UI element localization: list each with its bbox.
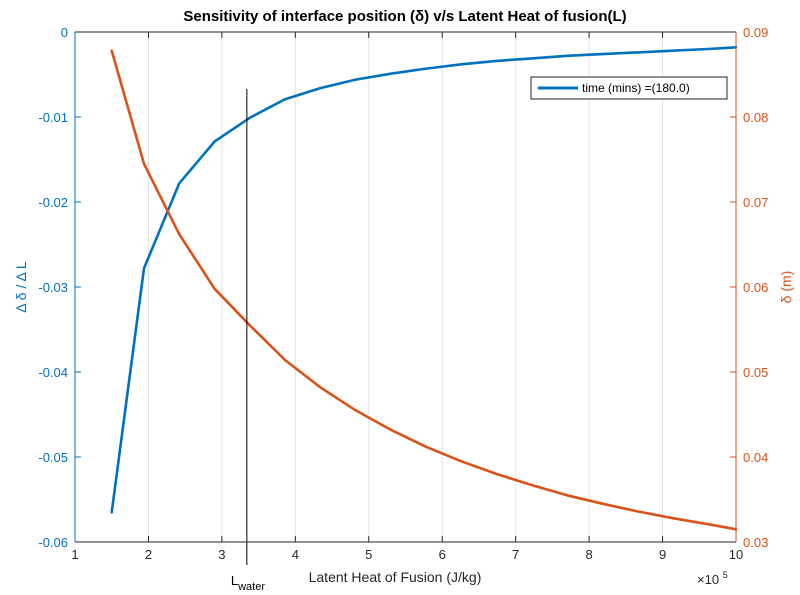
legend-box bbox=[530, 76, 728, 100]
y-right-tick-label: 0.08 bbox=[743, 110, 768, 125]
legend: time (mins) =(180.0) bbox=[530, 76, 728, 100]
y-right-tick-label: 0.04 bbox=[743, 450, 768, 465]
l-water-label-sub: water bbox=[237, 581, 265, 593]
x-tick-label: 10 bbox=[729, 547, 743, 562]
x-exponent-base: ×10 bbox=[697, 572, 719, 587]
y-left-tick-label: -0.04 bbox=[38, 365, 68, 380]
y-right-tick-label: 0.05 bbox=[743, 365, 768, 380]
chart-title: Sensitivity of interface position (δ) v/… bbox=[183, 8, 626, 25]
x-tick-label: 7 bbox=[512, 547, 519, 562]
grid-lines bbox=[147, 32, 664, 542]
y-right-tick-label: 0.06 bbox=[743, 280, 768, 295]
l-water-label-main: L bbox=[231, 573, 238, 588]
tick-labels: 1 2 3 4 5 6 7 8 9 10 0 -0.01 -0.02 -0.03 -0.04 -0.05 -0.… bbox=[38, 25, 768, 562]
series-line-delta bbox=[110, 49, 738, 531]
axes bbox=[74, 31, 737, 543]
y-left-tick-label: 0 bbox=[61, 25, 68, 40]
x-exponent-power: 5 bbox=[723, 570, 728, 580]
y-right-tick-label: 0.09 bbox=[743, 25, 768, 40]
series-line-sensitivity bbox=[110, 45, 738, 514]
legend-label: time (mins) =(180.0) bbox=[582, 81, 690, 95]
x-tick-label: 9 bbox=[659, 547, 666, 562]
y-left-tick-label: -0.06 bbox=[38, 535, 68, 550]
plot-area bbox=[75, 32, 736, 542]
y-left-tick-label: -0.05 bbox=[38, 450, 68, 465]
x-tick-label: 8 bbox=[585, 547, 592, 562]
y-left-tick-label: -0.01 bbox=[38, 110, 68, 125]
y-left-tick-label: -0.02 bbox=[38, 195, 68, 210]
y-axis-left-label: Δ δ / Δ L bbox=[13, 261, 29, 313]
series-layer bbox=[110, 45, 738, 531]
x-tick-label: 2 bbox=[145, 547, 152, 562]
l-water-label: Lwater bbox=[231, 573, 265, 593]
x-tick-label: 3 bbox=[218, 547, 225, 562]
x-axis-label: Latent Heat of Fusion (J/kg) bbox=[309, 569, 482, 585]
y-right-tick-label: 0.07 bbox=[743, 195, 768, 210]
y-axis-right-label: δ (m) bbox=[778, 271, 794, 304]
x-tick-label: 1 bbox=[71, 547, 78, 562]
x-exponent: ×10 5 bbox=[697, 570, 728, 587]
x-tick-label: 4 bbox=[292, 547, 299, 562]
marker-layer: Lwater bbox=[231, 89, 265, 593]
y-left-tick-label: -0.03 bbox=[38, 280, 68, 295]
x-tick-label: 5 bbox=[365, 547, 372, 562]
y-right-tick-label: 0.03 bbox=[743, 535, 768, 550]
x-tick-label: 6 bbox=[439, 547, 446, 562]
